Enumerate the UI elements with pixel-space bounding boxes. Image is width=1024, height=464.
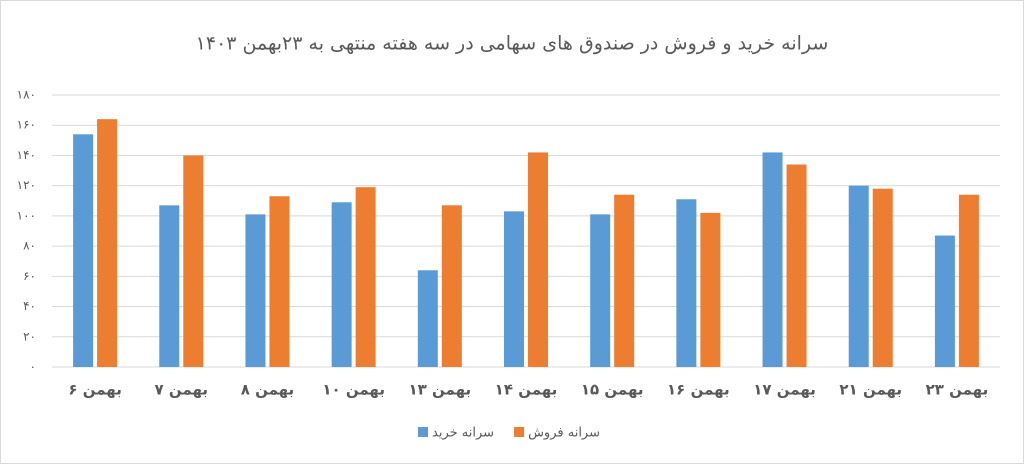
x-tick-label: ۱۴ بهمن xyxy=(495,381,558,399)
bar xyxy=(355,187,376,367)
x-tick-label: ۶ بهمن xyxy=(68,381,121,399)
bar xyxy=(441,205,462,367)
x-tick-label: ۱۷ بهمن xyxy=(753,381,816,399)
y-tick-label: ۶۰ xyxy=(23,269,36,283)
bar xyxy=(73,134,94,367)
x-tick-label: ۷ بهمن xyxy=(155,381,208,399)
bar xyxy=(614,194,635,367)
bar xyxy=(331,202,352,367)
legend-swatch xyxy=(514,427,525,437)
x-tick-label: ۸ بهمن xyxy=(241,381,294,399)
y-tick-label: ۱۶۰ xyxy=(17,118,36,132)
x-tick-label: ۱۳ بهمن xyxy=(408,381,471,399)
legend-label: سرانه خرید xyxy=(432,426,494,441)
x-tick-label: ۱۶ بهمن xyxy=(667,381,730,399)
y-tick-label: ۱۲۰ xyxy=(17,178,36,192)
y-tick-label: ۱۰۰ xyxy=(17,208,36,222)
y-tick-label: ۱۴۰ xyxy=(17,148,36,162)
y-tick-label: ۴۰ xyxy=(23,299,36,313)
bar xyxy=(183,155,204,367)
bar xyxy=(159,205,180,367)
y-tick-label: ۱۸۰ xyxy=(17,88,36,102)
bar xyxy=(762,152,783,367)
bar xyxy=(848,185,869,367)
bar xyxy=(245,214,266,367)
x-tick-label: ۲۳ بهمن xyxy=(926,381,989,399)
x-tick-label: ۱۵ بهمن xyxy=(581,381,644,399)
bar xyxy=(97,119,118,367)
chart-title: سرانه خرید و فروش در صندوق های سهامی در … xyxy=(196,33,829,55)
legend-swatch xyxy=(418,427,428,437)
bar xyxy=(872,188,893,367)
bar xyxy=(934,235,955,367)
y-tick-label: ۰ xyxy=(30,360,36,374)
bar xyxy=(676,199,697,367)
legend-label: سرانه فروش xyxy=(528,426,600,441)
x-tick-label: ۱۰ بهمن xyxy=(322,381,385,399)
bar xyxy=(700,212,721,367)
bar xyxy=(528,152,548,367)
bar xyxy=(590,214,611,367)
bar xyxy=(786,164,807,367)
bar xyxy=(958,194,979,367)
y-tick-label: ۸۰ xyxy=(23,239,36,253)
bar xyxy=(417,270,438,367)
bar xyxy=(269,196,290,367)
y-tick-label: ۲۰ xyxy=(23,329,36,343)
bar xyxy=(504,211,524,367)
x-tick-label: ۲۱ بهمن xyxy=(839,381,902,399)
